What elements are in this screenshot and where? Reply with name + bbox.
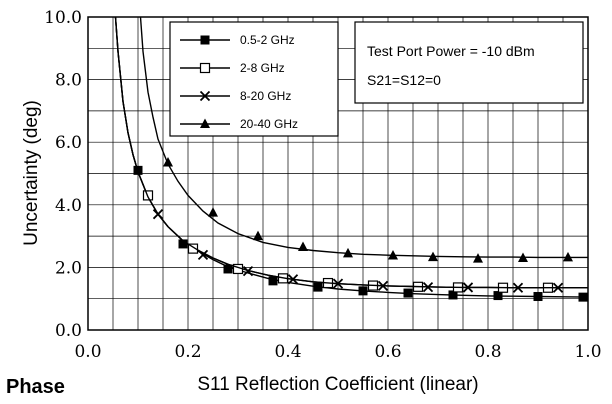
y-tick-label: 0.0 bbox=[55, 321, 82, 341]
x-tick-label: 0.0 bbox=[74, 342, 101, 362]
x-tick-label: 0.6 bbox=[374, 342, 401, 362]
legend-label: 20-40 GHz bbox=[240, 117, 298, 131]
x-tick-label: 0.4 bbox=[274, 342, 301, 362]
data-point-filled-square bbox=[448, 290, 458, 300]
annotation-frame bbox=[354, 21, 584, 104]
legend-label: 0.5-2 GHz bbox=[240, 33, 295, 47]
data-point-filled-triangle bbox=[253, 230, 263, 241]
x-tick-label: 1.0 bbox=[574, 342, 601, 362]
data-point-filled-triangle bbox=[163, 157, 173, 167]
data-point-open-square bbox=[199, 62, 211, 74]
legend-item: 20-40 GHz bbox=[180, 117, 298, 131]
data-point-filled-triangle bbox=[518, 252, 528, 263]
data-point-filled-square bbox=[533, 292, 543, 302]
series-4 bbox=[139, 16, 588, 263]
data-point-filled-triangle bbox=[343, 247, 353, 258]
legend-item: 2-8 GHz bbox=[180, 61, 285, 75]
annotation-test-port-power: Test Port Power = -10 dBm bbox=[367, 43, 535, 59]
y-tick-label: 2.0 bbox=[55, 258, 82, 278]
x-tick-label: 0.2 bbox=[174, 342, 201, 362]
data-point-filled-triangle bbox=[298, 241, 308, 252]
series-group bbox=[114, 16, 589, 302]
data-point-filled-square bbox=[313, 282, 323, 292]
x-axis-title: S11 Reflection Coefficient (linear) bbox=[197, 374, 478, 395]
data-point-filled-square bbox=[493, 291, 503, 301]
data-point-filled-square bbox=[268, 276, 278, 286]
annotation-s-parameters: S21=S12=0 bbox=[367, 72, 441, 88]
data-point-x bbox=[197, 249, 209, 261]
data-point-x bbox=[512, 282, 524, 293]
data-point-x bbox=[552, 282, 564, 293]
series-line bbox=[114, 16, 588, 289]
data-point-filled-triangle bbox=[200, 118, 210, 128]
data-point-filled-triangle bbox=[473, 253, 483, 263]
y-tick-label: 4.0 bbox=[55, 196, 82, 216]
data-point-x bbox=[287, 274, 299, 285]
legend-label: 8-20 GHz bbox=[240, 89, 291, 103]
legend: 0.5-2 GHz 2-8 GHz 8-20 GHz 20-40 GHz bbox=[169, 21, 339, 137]
data-point-x bbox=[242, 266, 254, 277]
data-point-x bbox=[332, 278, 344, 289]
annotation-box: Test Port Power = -10 dBm S21=S12=0 bbox=[354, 21, 584, 104]
legend-item: 0.5-2 GHz bbox=[180, 33, 295, 47]
data-point-filled-square bbox=[200, 35, 210, 45]
y-tick-label: 6.0 bbox=[55, 133, 82, 153]
data-point-filled-triangle bbox=[388, 250, 398, 260]
legend-item: 8-20 GHz bbox=[180, 89, 291, 103]
x-tick-label: 0.8 bbox=[474, 342, 501, 362]
data-point-filled-triangle bbox=[428, 251, 438, 262]
chart-caption: Phase bbox=[6, 376, 65, 398]
plot-frame bbox=[87, 16, 589, 331]
data-point-x bbox=[422, 281, 434, 293]
y-tick-label: 10.0 bbox=[44, 8, 82, 28]
legend-box bbox=[169, 21, 339, 137]
data-point-x bbox=[462, 282, 474, 293]
series-3 bbox=[114, 16, 588, 293]
y-tick-label: 8.0 bbox=[55, 71, 82, 91]
axis-ticks: 0.0 0.2 0.4 0.6 0.8 1.0 0.0 2.0 4.0 6.0 8.0 10.0 bbox=[44, 8, 601, 362]
data-point-filled-triangle bbox=[208, 207, 218, 217]
data-point-filled-square bbox=[403, 288, 413, 298]
legend-label: 2-8 GHz bbox=[240, 61, 285, 75]
data-point-filled-square bbox=[358, 286, 368, 296]
y-axis-title: Uncertainty (deg) bbox=[21, 100, 42, 246]
data-point-x bbox=[152, 209, 164, 220]
data-point-filled-triangle bbox=[563, 251, 573, 262]
data-point-filled-square bbox=[578, 292, 588, 302]
data-point-open-square bbox=[187, 243, 199, 254]
data-point-filled-square bbox=[223, 264, 233, 274]
series-line bbox=[139, 16, 588, 259]
data-point-x bbox=[377, 280, 389, 292]
data-point-filled-square bbox=[178, 239, 188, 249]
data-point-x bbox=[199, 90, 211, 102]
